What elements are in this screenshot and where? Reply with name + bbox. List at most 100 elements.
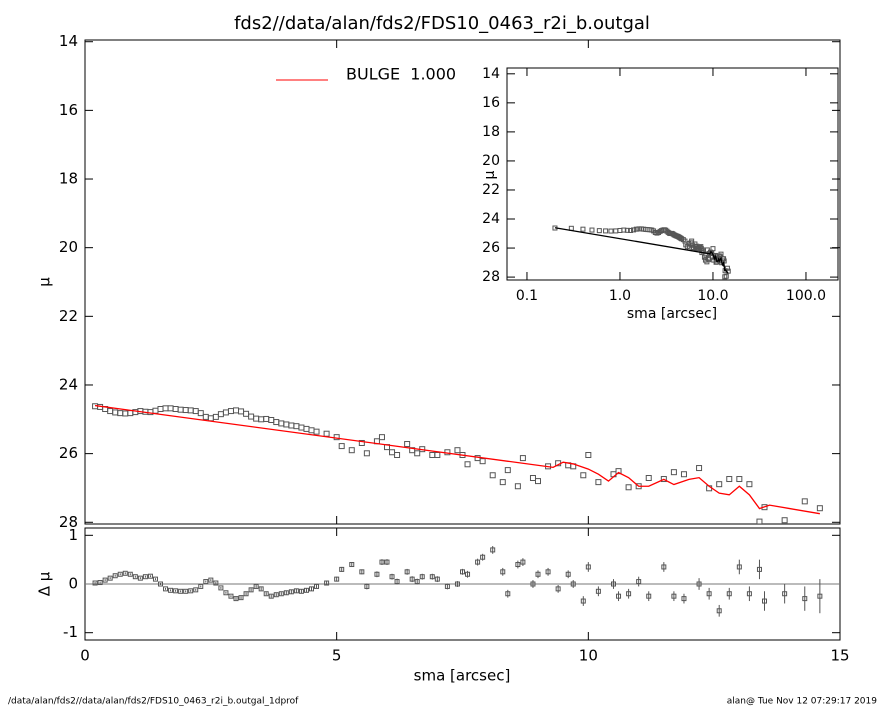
data-point [726,476,733,483]
residual-point [419,574,425,580]
residual-point [178,588,184,594]
residual-point [213,580,219,586]
residual-point [616,593,622,599]
plot-frame [84,39,841,525]
residual-point [248,587,254,593]
residual-point [359,569,365,575]
y-tick-label: 22 [482,182,500,198]
y-tick-label: 0 [68,575,78,593]
data-point [608,228,614,234]
residual-point [349,562,355,568]
data-point [358,439,365,446]
data-point [273,419,280,426]
residual-point [756,566,762,572]
data-point [645,475,652,482]
y-tick-label: 28 [482,269,500,285]
data-point [172,406,179,413]
data-point [202,413,209,420]
residual-point [706,591,712,597]
legend-label: BULGE 1.000 [346,65,456,84]
residual-point [746,591,752,597]
residual-point [460,569,465,575]
y-tick-label: 1 [68,526,78,544]
residual-point [243,591,249,597]
residual-point [475,559,481,565]
data-point [167,405,174,412]
data-point [454,447,461,454]
residual-point [374,571,380,577]
residual-point [681,596,687,602]
data-point [615,468,622,475]
data-point [746,481,753,488]
residual-point [595,588,601,594]
residual-point [122,570,128,576]
data-point [303,425,310,432]
residual-point [334,576,340,582]
data-point [816,505,823,512]
y-axis-label: Δ μ [36,571,54,596]
residual-point [782,591,788,597]
data-point [248,413,255,420]
data-point [595,479,602,486]
data-point [293,423,300,430]
residual-point [736,564,742,570]
residual-point [92,580,98,586]
y-tick-label: 16 [59,101,78,119]
y-tick-label: 18 [59,170,78,188]
data-point [348,447,355,454]
plot-frame [506,67,839,281]
residual-point [762,598,767,604]
data-point [268,416,275,423]
y-tick-label: 14 [482,66,500,82]
residual-point [253,583,259,589]
data-point [389,449,396,456]
data-point [716,481,723,488]
residual-point [611,581,616,587]
data-point [429,452,436,459]
data-point [313,428,320,435]
data-point [152,407,159,414]
data-point [718,251,724,257]
residual-point [339,566,345,572]
residual-point [228,593,234,599]
residual-point [263,591,269,597]
residual-point [188,588,194,594]
residual-point [309,586,314,592]
x-tick-label: 10.0 [697,288,728,304]
residual-point [429,574,435,580]
data-point [127,410,134,417]
residual-point [817,593,823,599]
data-point [258,416,265,423]
data-point [182,407,189,414]
x-tick-label: 5 [332,647,342,665]
residual-point [152,576,158,582]
chart-title: fds2//data/alan/fds2/FDS10_0463_r2i_b.ou… [234,13,650,34]
y-tick-label: 24 [482,211,500,227]
residual-point [636,579,642,585]
data-point [394,452,401,459]
residual-point [127,571,133,577]
data-point [519,455,526,462]
data-point [670,469,677,476]
y-tick-label: 26 [59,444,78,462]
residual-point [580,598,586,604]
residual-point [168,587,174,593]
data-point [207,415,214,422]
y-axis-label: μ [36,277,54,287]
data-point [514,483,521,490]
residual-point [379,559,385,565]
y-tick-label: 16 [482,95,500,111]
data-point [117,410,124,417]
residual-point [324,580,330,586]
residual-point [555,586,561,592]
data-point [499,479,506,486]
y-tick-label: -1 [63,623,78,641]
x-tick-label: 0.1 [516,288,538,304]
residual-point [268,593,274,599]
footer-left: /data/alan/fds2//data/alan/fds2/FDS10_04… [8,697,299,707]
model-line [94,404,820,515]
x-tick-label: 10 [579,647,598,665]
data-point [197,410,204,417]
residual-point [646,593,652,599]
residual-point [183,588,189,594]
